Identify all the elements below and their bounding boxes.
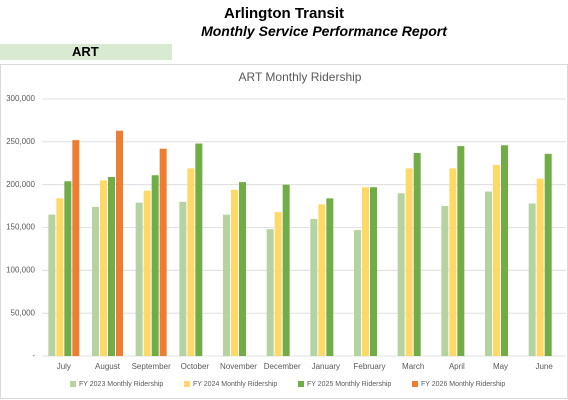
bar [151,175,159,356]
y-tick-label: - [32,351,35,360]
x-tick-label: September [132,362,171,371]
bar [92,206,99,356]
bar [310,218,318,356]
legend-label: FY 2023 Monthly Ridership [79,381,163,388]
legend-swatch [298,381,304,387]
bar [397,193,405,356]
x-tick-label: May [493,362,508,371]
report-subtitle: Monthly Service Performance Report [201,23,447,39]
bar [179,201,187,356]
bar [405,168,413,356]
bar [413,152,421,356]
bar [135,202,143,356]
x-tick-label: January [312,362,340,371]
bar [64,181,72,356]
bar [116,130,123,356]
legend-label: FY 2025 Monthly Ridership [307,381,391,388]
x-tick-label: April [449,362,465,371]
y-tick-label: 300,000 [6,94,35,103]
bar [441,206,449,356]
x-tick-label: October [181,362,210,371]
section-label: ART [0,44,172,60]
bar [274,212,282,356]
legend-label: FY 2024 Monthly Ridership [193,381,277,388]
bar [544,153,552,356]
bar [108,176,115,356]
bar [143,190,151,356]
bar [528,203,536,356]
y-tick-label: 250,000 [6,137,35,146]
bar [282,184,290,356]
bar [493,164,500,356]
bar [370,187,377,356]
chart: ART Monthly Ridership - 50,000 100,000 150,… [0,64,568,399]
bar [56,198,64,356]
chart-title: ART Monthly Ridership [239,70,362,84]
bar [239,182,246,356]
legend-label: FY 2026 Monthly Ridership [421,381,505,388]
bar [187,168,195,356]
bar [362,187,369,356]
bar [449,168,457,356]
bar [318,204,326,356]
bar [457,146,465,356]
bar [501,145,508,356]
y-tick-label: 50,000 [11,308,36,317]
bar [266,229,274,356]
bar [159,148,167,356]
bar [231,189,238,356]
x-tick-label: November [220,362,257,371]
legend-swatch [70,381,76,387]
bar [354,230,361,356]
y-tick-label: 200,000 [6,180,35,189]
bar [100,180,107,356]
x-tick-label: February [353,362,385,371]
legend-swatch [412,381,418,387]
x-tick-label: June [535,362,553,371]
bar [485,191,492,356]
legend-swatch [184,381,190,387]
y-tick-label: 100,000 [6,265,35,274]
bar [326,198,334,356]
bar [72,140,80,356]
report-title: Arlington Transit [224,5,344,22]
bar [195,143,203,356]
bar [536,178,544,356]
bar [223,214,230,356]
y-tick-label: 150,000 [6,223,35,232]
x-tick-label: August [95,362,121,371]
bar [48,214,56,356]
x-tick-label: December [264,362,301,371]
x-tick-label: March [402,362,424,371]
x-tick-label: July [57,362,71,371]
